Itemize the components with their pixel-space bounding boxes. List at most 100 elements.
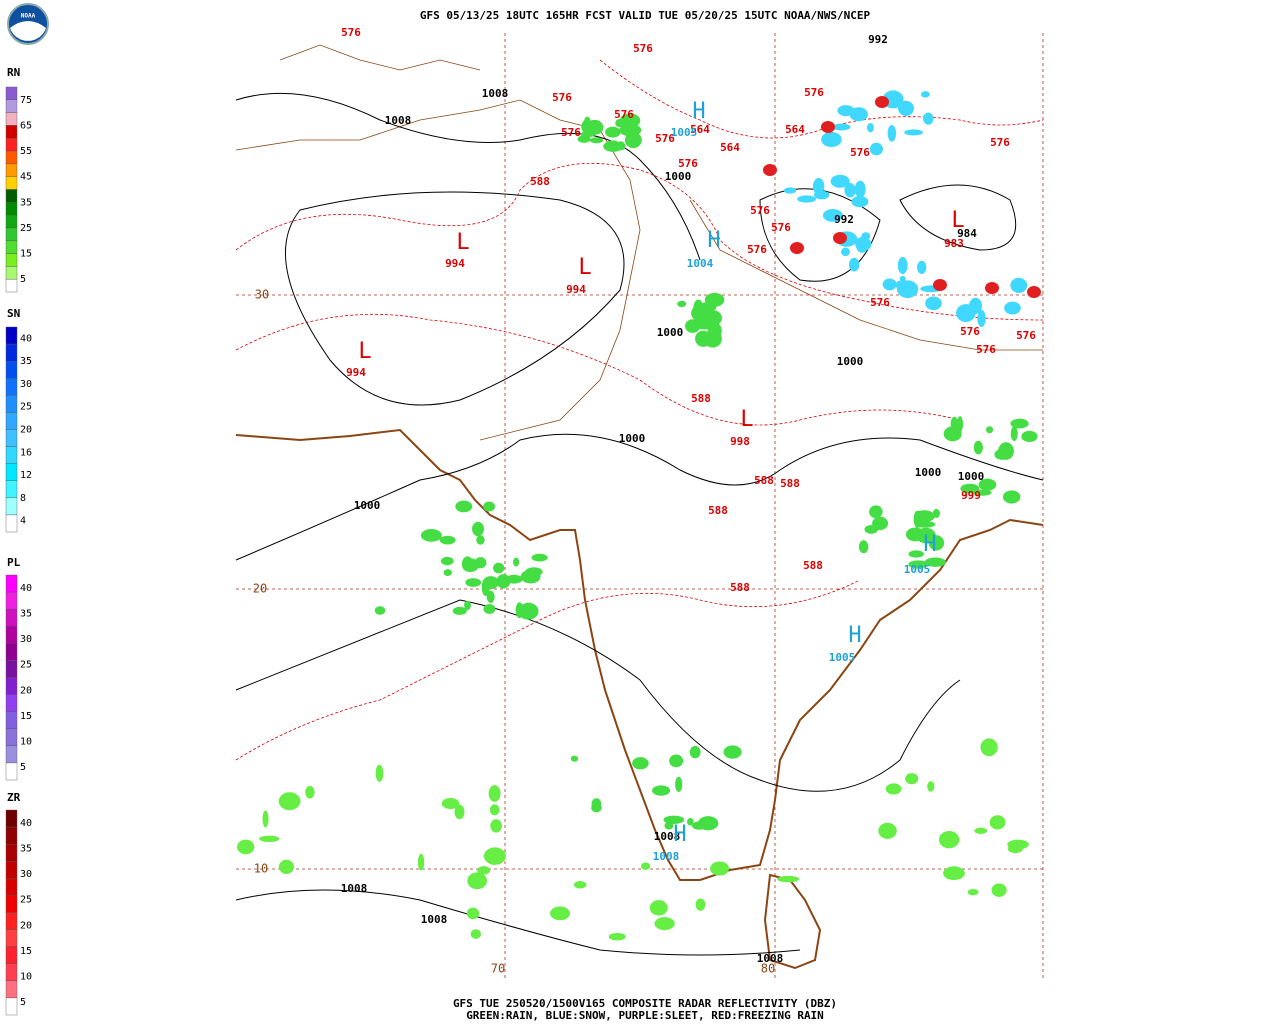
precip-blob	[917, 260, 927, 274]
freezing-rain-blob	[933, 279, 947, 291]
isobars-label: 1000	[837, 355, 864, 368]
precip-blob	[513, 557, 520, 567]
legend-tick-label: 65	[20, 120, 32, 131]
highs-label: 1004	[687, 257, 714, 270]
legend-tick-label: 35	[20, 608, 32, 619]
precip-blob	[980, 738, 998, 757]
legend-swatch	[5, 912, 18, 930]
lows-label: 999	[961, 489, 981, 502]
precip-blob	[978, 478, 997, 491]
precip-blob	[490, 819, 502, 833]
heights-label: 588	[530, 175, 550, 188]
legend-tick-label: 5	[20, 762, 26, 773]
precip-blob	[908, 560, 929, 569]
lows-label: 983	[944, 237, 964, 250]
legend-tick-label: 40	[20, 818, 32, 829]
precip-blob	[605, 126, 621, 138]
highs-label: H	[923, 532, 936, 557]
legend-swatch	[5, 980, 18, 999]
heights-label: 576	[771, 221, 791, 234]
precip-blob	[1021, 430, 1038, 443]
precip-blob	[858, 540, 869, 554]
isobars-label: 1008	[482, 87, 509, 100]
precip-blob	[467, 872, 487, 890]
lows-label: 994	[566, 283, 586, 296]
precip-blob	[923, 112, 934, 125]
precip-blob	[259, 835, 280, 843]
precip-blob	[867, 122, 874, 133]
legend-tick-label: 12	[20, 470, 32, 481]
legend-tick-label: 10	[20, 972, 32, 983]
precip-blob	[878, 822, 897, 839]
legend-tick-label: 25	[20, 660, 32, 671]
precip-blob	[375, 764, 384, 782]
precip-blob	[640, 862, 651, 870]
precip-blob	[675, 776, 683, 792]
precip-blob	[632, 757, 649, 770]
grid-labels-label: 10	[254, 862, 268, 876]
legend-swatch	[5, 463, 18, 481]
lows-label: 998	[730, 435, 750, 448]
legend-swatch	[5, 514, 18, 533]
legend-tick-label: 35	[20, 197, 32, 208]
heights-label: 576	[850, 146, 870, 159]
precip-blob	[518, 602, 539, 620]
legend-tick-label: 25	[20, 895, 32, 906]
highs-label: 1005	[829, 651, 856, 664]
precip-blob	[454, 804, 465, 820]
precip-blob	[904, 129, 923, 136]
precip-blob	[924, 557, 946, 567]
heights-label: 564	[690, 123, 710, 136]
precip-blob	[854, 180, 866, 198]
precip-blob	[481, 578, 490, 596]
freezing-rain-blob	[763, 164, 777, 176]
precip-blob	[649, 900, 668, 916]
legend-tick-label: 15	[20, 249, 32, 260]
highs-label: 1005	[904, 563, 931, 576]
precip-blob	[483, 603, 496, 615]
legend-tick-label: 10	[20, 737, 32, 748]
heights-label: 576	[614, 108, 634, 121]
precip-blob	[476, 535, 485, 545]
precip-blob	[704, 292, 725, 307]
freezing-rain-blob	[1027, 286, 1041, 298]
precip-blob	[841, 247, 850, 257]
legend-swatch	[5, 997, 18, 1016]
precip-blob	[305, 785, 315, 799]
legend-swatch	[5, 125, 18, 139]
precip-blob	[887, 124, 897, 142]
isobars-label: 992	[834, 213, 854, 226]
legend-tick-label: 40	[20, 333, 32, 344]
grid-labels-label: 20	[253, 582, 267, 596]
precip-blob	[477, 866, 491, 875]
precip-blob	[899, 275, 906, 282]
legend-tick-label: 45	[20, 172, 32, 183]
legend-swatch	[5, 660, 18, 678]
precip-blob	[689, 745, 701, 759]
precip-blob	[603, 140, 623, 152]
legend-tick-label: 30	[20, 634, 32, 645]
coastline	[235, 428, 1044, 970]
isobars-label: 1000	[958, 470, 985, 483]
precip-blob	[439, 535, 456, 545]
precip-blob	[654, 917, 675, 931]
precip-blob	[470, 929, 482, 939]
precip-blob	[455, 500, 473, 513]
freezing-rain-blob	[875, 96, 889, 108]
precip-blob	[1010, 418, 1029, 429]
precip-blob	[913, 510, 922, 528]
legend-swatch	[5, 895, 18, 913]
lows-label: 994	[445, 257, 465, 270]
legend-tick-label: 20	[20, 920, 32, 931]
precip-blob	[465, 578, 482, 587]
precip-blob	[832, 123, 851, 131]
precip-blob	[943, 426, 962, 442]
legend-swatch	[5, 711, 18, 729]
precip-blob	[440, 556, 454, 566]
legend-swatch	[5, 278, 18, 293]
legend-swatch	[5, 429, 18, 447]
precip-blob	[943, 866, 965, 881]
heights-label: 564	[785, 123, 805, 136]
precip-blob	[994, 449, 1010, 460]
